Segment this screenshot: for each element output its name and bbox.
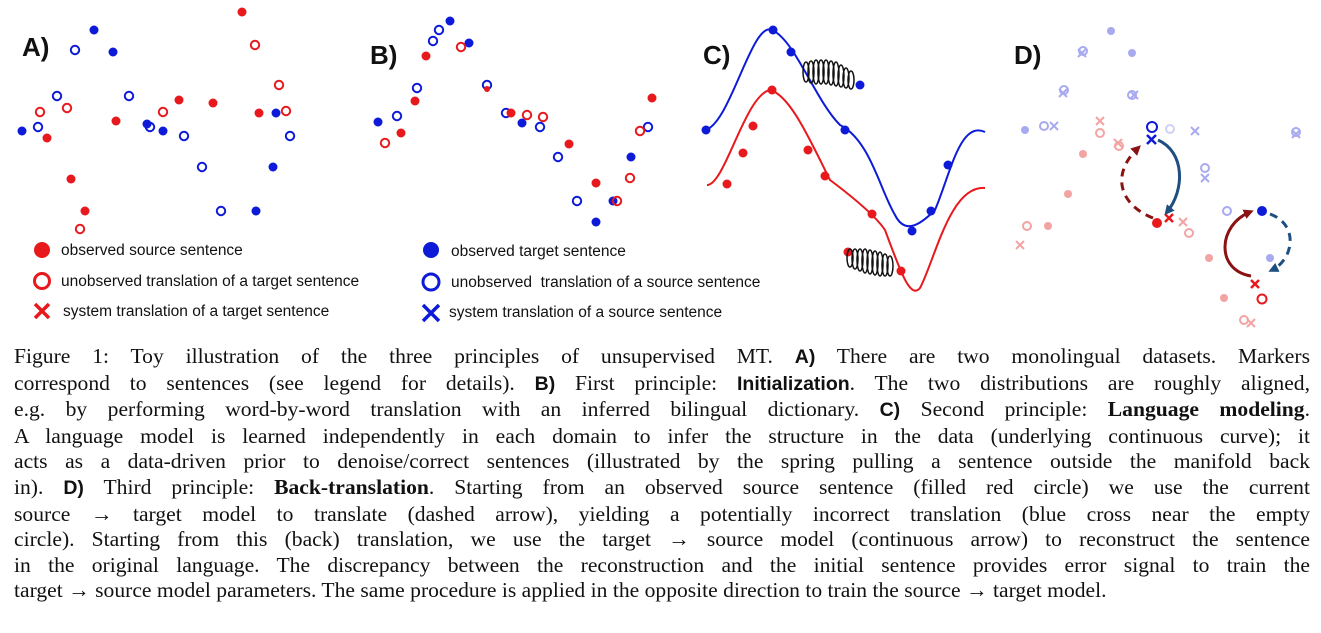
caption-a-ref: A) bbox=[794, 346, 816, 368]
legend-observed-target-marker bbox=[423, 242, 439, 258]
caption-l10: target → source model parameters. The sa… bbox=[14, 578, 1107, 603]
legend-system-target-marker bbox=[33, 302, 51, 320]
legend-observed-source-marker bbox=[34, 242, 50, 258]
legend-observed-target: observed target sentence bbox=[451, 243, 626, 260]
caption-l8: circle). Starting from this (back) trans… bbox=[14, 527, 1310, 552]
legend-unobserved-target-translation: unobserved translation of a target sente… bbox=[61, 273, 359, 290]
caption-l1a: Figure 1: Toy illustration of the three … bbox=[14, 344, 795, 368]
figure-caption: Figure 1: Toy illustration of the three … bbox=[14, 344, 1310, 604]
legend-system-target-translation: system translation of a target sentence bbox=[63, 303, 329, 320]
caption-c-ref: C) bbox=[879, 399, 901, 422]
caption-l2b: First principle: bbox=[555, 370, 737, 395]
caption-l6c: . Starting from an observed source sente… bbox=[428, 474, 1310, 499]
legend-system-source-marker bbox=[421, 303, 441, 323]
caption-b-ref: B) bbox=[534, 372, 556, 395]
caption-c-term: Language modeling bbox=[1107, 397, 1305, 422]
panel-b-scatter bbox=[373, 16, 657, 227]
caption-l3b: Second principle: bbox=[900, 397, 1108, 422]
panel-c-language-model bbox=[701, 25, 986, 292]
arrow-tgt2src-solid-1 bbox=[1157, 138, 1181, 216]
legend-unobserved-source-marker bbox=[421, 272, 441, 292]
panel-d-label: D) bbox=[1014, 40, 1041, 70]
panel-d-back-translation bbox=[1015, 27, 1301, 328]
source-manifold-curve bbox=[706, 88, 986, 292]
panel-c-label: C) bbox=[703, 40, 730, 70]
caption-l3a: e.g. by performing word-by-word translat… bbox=[14, 397, 880, 422]
legend-system-source-translation: system translation of a source sentence bbox=[449, 304, 722, 321]
caption-l7: source → target model to translate (dash… bbox=[14, 501, 1310, 526]
panel-b-label: B) bbox=[370, 40, 397, 70]
panel-a-label: A) bbox=[22, 32, 49, 62]
arrow-tgt2src-solid-2 bbox=[1223, 209, 1254, 278]
arrow-src2tgt-dashed-2 bbox=[1268, 212, 1292, 272]
legend-unobserved-source-translation: unobserved translation of a source sente… bbox=[451, 274, 760, 291]
caption-l2c: . The two distributions are roughly alig… bbox=[849, 370, 1310, 395]
legend-observed-source: observed source sentence bbox=[61, 242, 243, 259]
arrow-src2tgt-dashed-1 bbox=[1120, 145, 1154, 220]
caption-d-term: Back-translation bbox=[274, 474, 429, 499]
caption-l5: acts as a data-driven prior to denoise/c… bbox=[14, 449, 1310, 474]
caption-l2a: correspond to sentences (see legend for … bbox=[14, 370, 535, 395]
caption-l6b: Third principle: bbox=[83, 474, 275, 499]
figure: A) B) C) D) bbox=[17, 7, 1301, 328]
spring-bottom bbox=[846, 248, 894, 277]
caption-l1b: There are two monolingual datasets. Mark… bbox=[815, 344, 1310, 368]
caption-l4: A language model is learned independentl… bbox=[14, 423, 1310, 448]
spring-top bbox=[802, 59, 855, 90]
panel-a-scatter bbox=[17, 7, 296, 235]
legend-unobserved-target-marker bbox=[33, 272, 51, 290]
caption-l9: in the original language. The discrepanc… bbox=[14, 552, 1310, 577]
target-manifold-curve bbox=[704, 28, 986, 228]
caption-l6a: in). bbox=[14, 474, 64, 499]
caption-l3c: . bbox=[1304, 397, 1310, 422]
legend: observed source sentence unobserved tran… bbox=[33, 242, 760, 323]
caption-b-term: Initialization bbox=[737, 372, 850, 395]
caption-d-ref: D) bbox=[63, 476, 84, 499]
